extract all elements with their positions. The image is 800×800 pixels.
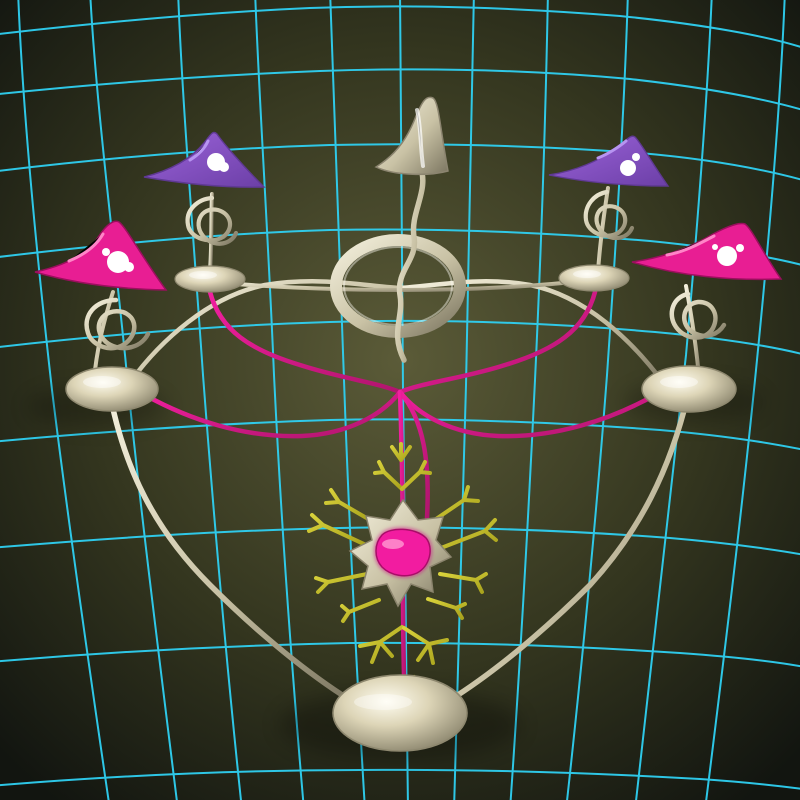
platform-discs	[65, 264, 737, 413]
right-magenta-cone	[631, 222, 783, 281]
small-coils	[84, 189, 727, 351]
central-ring	[330, 163, 466, 363]
bottom-base-disc	[332, 674, 468, 752]
right-purple-cone	[548, 135, 670, 187]
left-magenta-cone	[34, 220, 168, 291]
left-purple-cone	[143, 131, 266, 188]
central-silver-cone	[374, 96, 449, 176]
